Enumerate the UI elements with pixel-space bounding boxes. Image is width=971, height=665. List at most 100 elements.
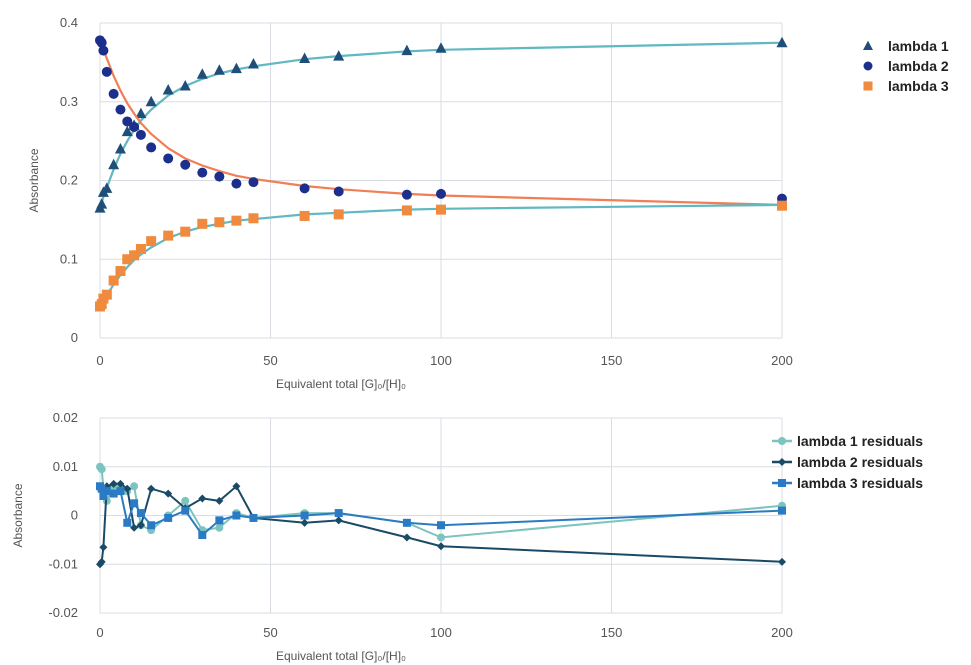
data-point [115, 104, 126, 115]
data-point [164, 513, 173, 522]
data-point [436, 188, 446, 199]
data-point [232, 482, 241, 491]
data-point [230, 62, 242, 74]
x-tick-label: 200 [771, 625, 793, 640]
data-point [248, 177, 259, 188]
x-tick-label: 0 [96, 625, 103, 640]
data-point [136, 509, 145, 518]
data-point [215, 516, 224, 525]
data-point [130, 523, 139, 532]
data-point [101, 182, 113, 193]
legend-label: lambda 1 residuals [797, 433, 923, 449]
data-point [129, 121, 140, 132]
fit-curve [98, 41, 783, 209]
data-point [123, 518, 132, 527]
data-point [135, 107, 147, 119]
data-point [231, 215, 242, 226]
data-point [215, 496, 224, 505]
data-point [196, 68, 208, 79]
x-tick-label: 100 [430, 353, 452, 368]
series-lambda-3 [95, 200, 787, 312]
x-axis-title: Equivalent total [G]₀/[H]₀ [276, 377, 406, 391]
data-point [777, 200, 787, 211]
data-point [248, 213, 259, 224]
data-point [97, 484, 106, 493]
legend-label: lambda 3 residuals [797, 475, 923, 491]
data-point [180, 226, 191, 237]
residuals-chart: 0 50 100 150 200 -0.02 -0.01 0 0.01 0.02 Equivalen… [11, 410, 923, 663]
data-point [102, 487, 111, 496]
y-tick-label: 0.3 [60, 94, 78, 109]
series-lambda-1 [94, 36, 788, 213]
data-point [333, 50, 345, 61]
data-point [162, 83, 174, 95]
data-point [214, 217, 225, 228]
legend-label: lambda 3 [888, 78, 949, 94]
absorbance-chart: 0 50 100 150 200 0 0.1 0.2 0.3 0.4 Equivalent tota… [27, 15, 949, 391]
data-point [232, 511, 241, 520]
legend-marker [863, 40, 873, 51]
x-tick-label: 0 [96, 353, 103, 368]
data-point [121, 125, 133, 137]
data-point [778, 557, 786, 566]
data-point [147, 521, 156, 530]
y-axis-title: Absorbance [27, 148, 41, 212]
data-point [116, 479, 125, 488]
data-point [299, 183, 310, 194]
data-point [114, 143, 126, 154]
y-tick-label: 0.02 [53, 410, 78, 425]
legend-marker [863, 81, 873, 91]
data-point [135, 244, 146, 255]
data-point [334, 509, 343, 518]
data-point [109, 489, 118, 498]
data-point [146, 142, 157, 153]
x-tick-label: 100 [430, 625, 452, 640]
x-axis-title: Equivalent total [G]₀/[H]₀ [276, 649, 406, 663]
series-lambda-3-residuals [96, 482, 786, 539]
data-point [99, 492, 108, 500]
data-point [300, 518, 309, 527]
data-point [198, 494, 207, 503]
fit-curve [98, 39, 783, 206]
data-point [197, 167, 208, 178]
y-tick-label: 0.2 [60, 173, 78, 188]
data-point [401, 189, 412, 200]
data-point [778, 506, 786, 515]
data-point [96, 198, 108, 209]
data-point [333, 186, 344, 197]
data-point [437, 521, 445, 530]
y-tick-label: 0.4 [60, 15, 78, 30]
legend-entry: lambda 3 [863, 78, 949, 94]
data-point [164, 489, 173, 498]
data-point [108, 88, 119, 99]
data-point [334, 516, 343, 525]
data-point [122, 254, 133, 265]
data-point [402, 533, 411, 542]
data-point [436, 204, 446, 215]
data-point [108, 158, 120, 170]
data-point [402, 518, 411, 527]
data-point [99, 543, 108, 552]
data-point [231, 178, 242, 189]
data-point [435, 42, 447, 53]
y-tick-label: 0 [71, 508, 78, 523]
data-point [108, 275, 119, 286]
legend-entry: lambda 1 residuals [772, 433, 923, 449]
data-point [136, 521, 145, 530]
data-point [198, 531, 207, 539]
x-tick-label: 150 [601, 353, 623, 368]
legend-entry: lambda 2 [863, 58, 949, 74]
data-point [129, 250, 140, 261]
legend-marker [778, 479, 786, 487]
data-point [101, 289, 112, 300]
data-point [300, 511, 309, 520]
data-point [97, 465, 106, 474]
data-point [180, 159, 191, 170]
legend-entry: lambda 3 residuals [772, 475, 923, 491]
legend-label: lambda 1 [888, 38, 949, 54]
data-point [122, 116, 133, 127]
data-point [145, 95, 157, 107]
y-axis-title: Absorbance [11, 483, 25, 547]
data-point [333, 209, 344, 220]
